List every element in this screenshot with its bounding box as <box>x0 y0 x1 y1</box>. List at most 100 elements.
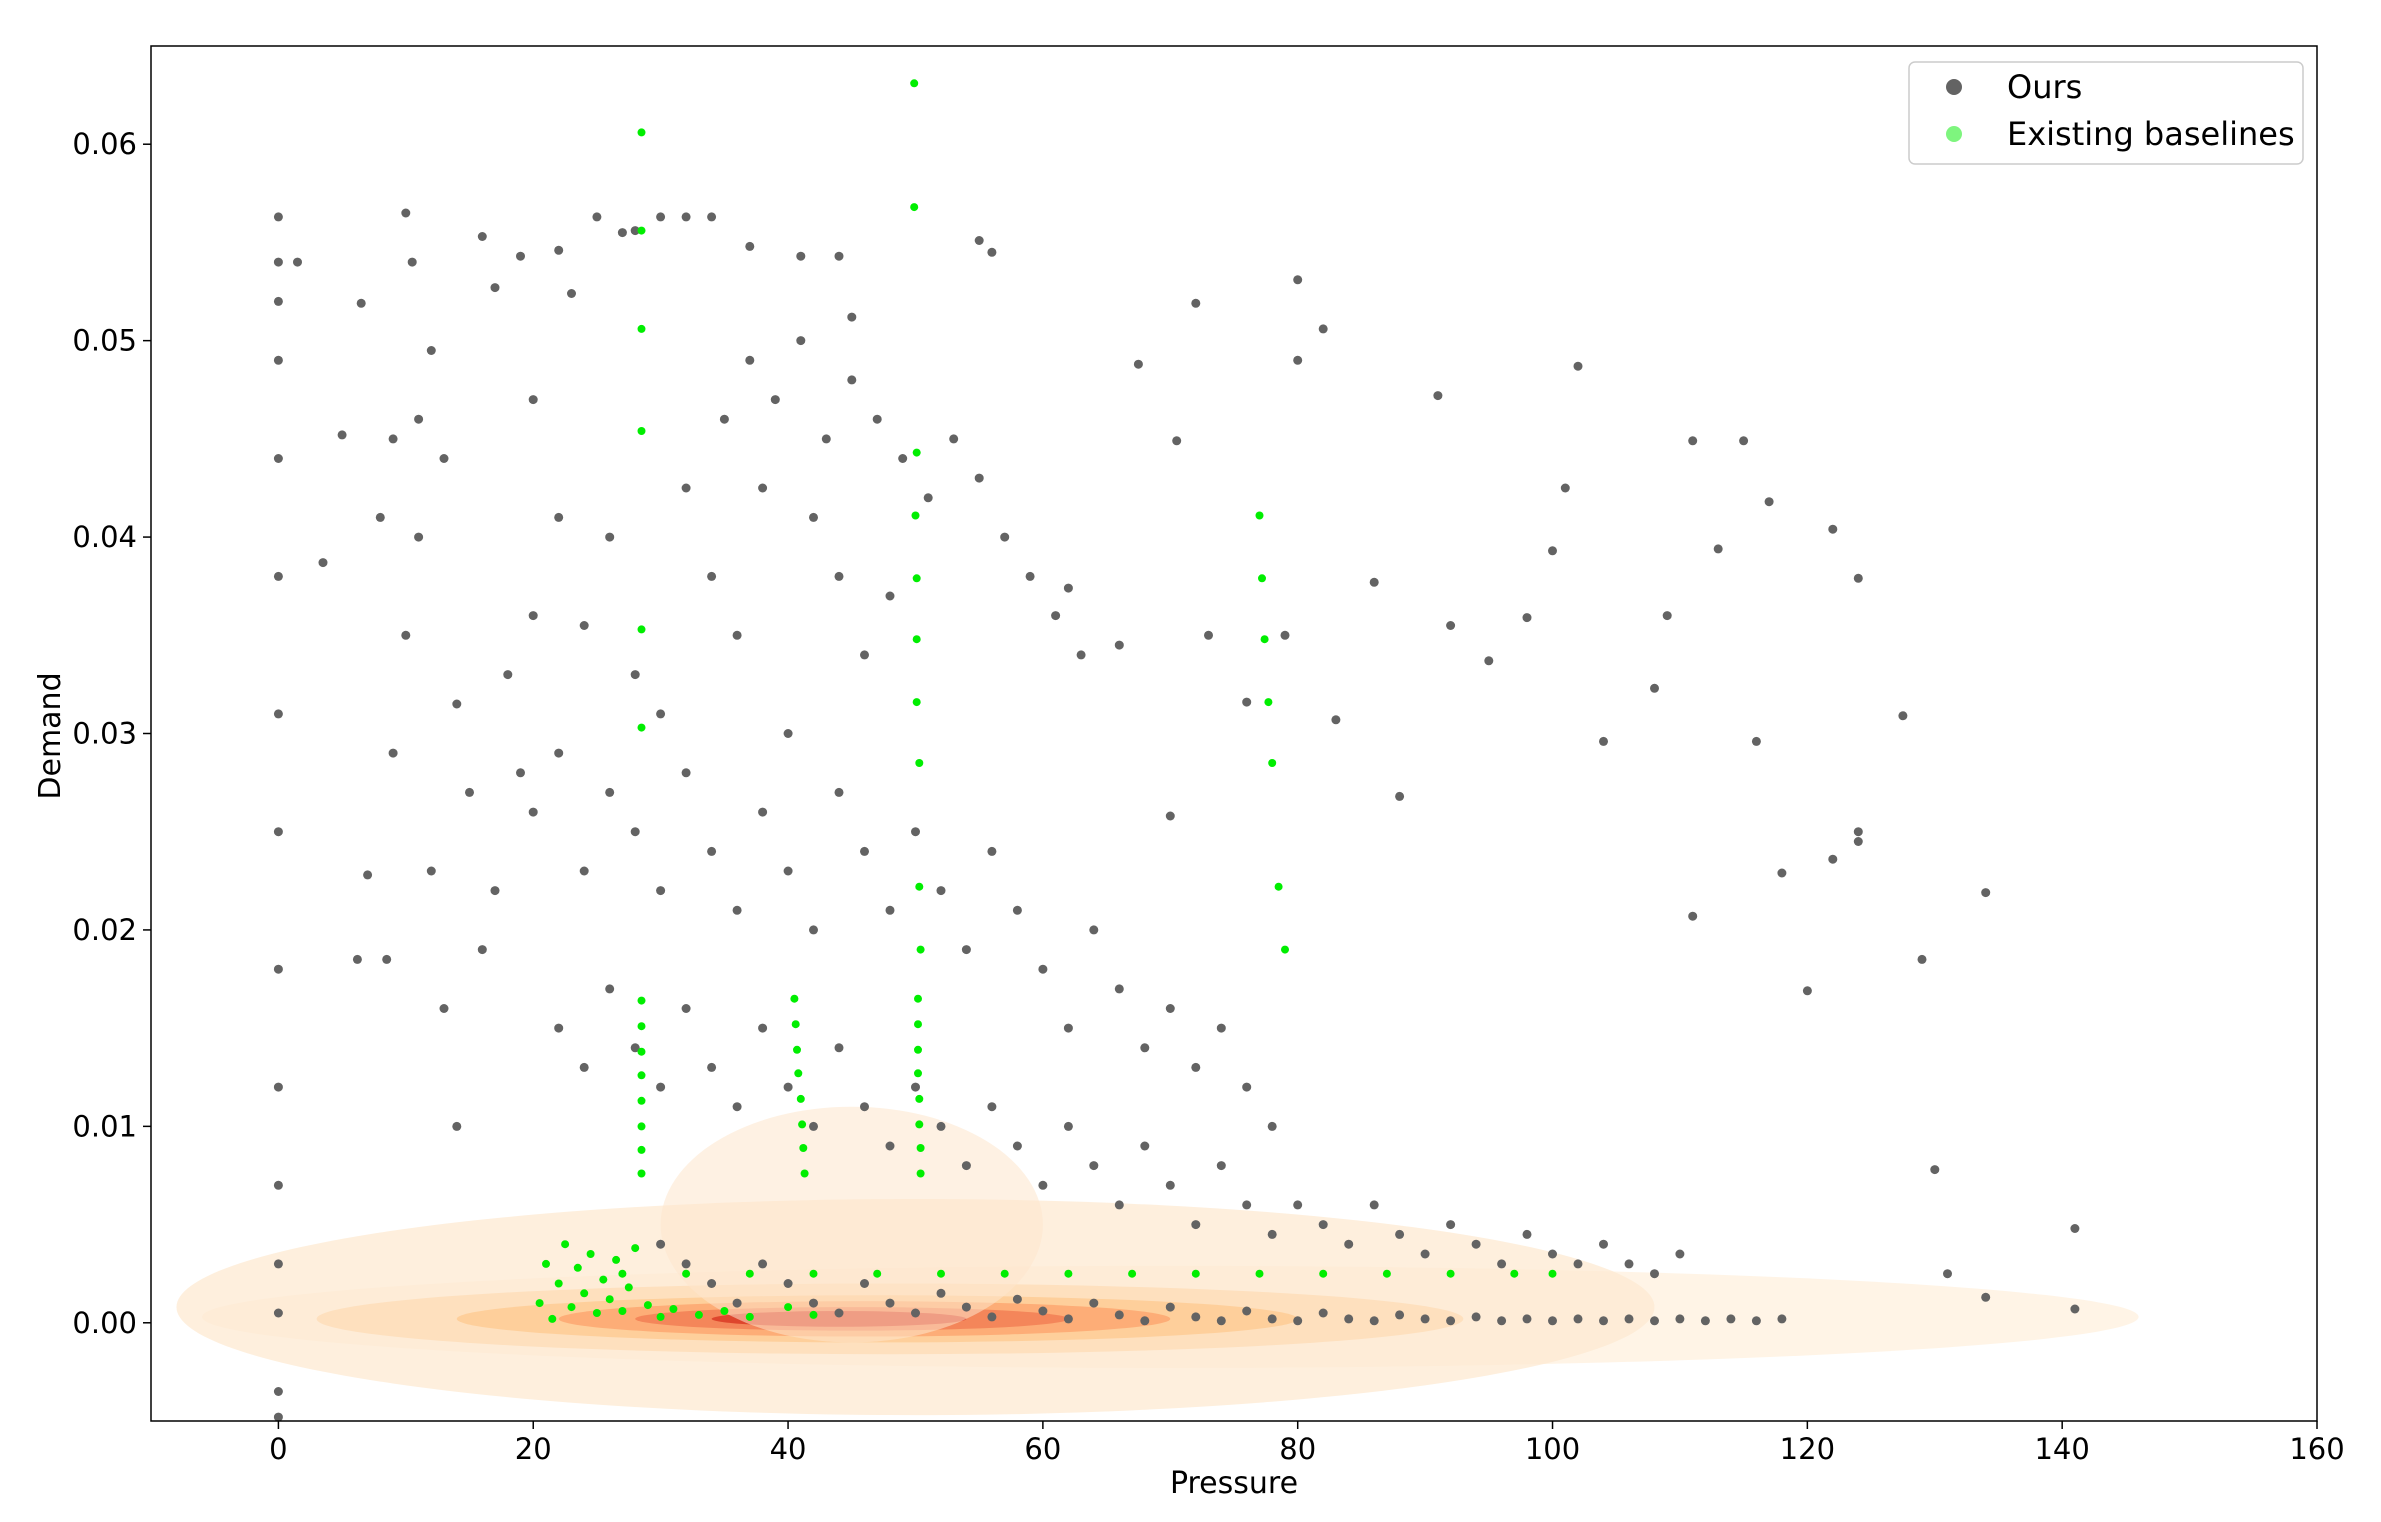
point-ours <box>911 1308 920 1318</box>
point-ours <box>758 483 768 493</box>
legend-marker-ours <box>1946 79 1962 95</box>
point-baseline <box>809 1269 818 1278</box>
point-ours <box>656 1082 666 1092</box>
point-ours <box>1267 1121 1277 1131</box>
point-ours <box>936 1121 946 1131</box>
point-baseline <box>1255 511 1264 520</box>
point-ours <box>809 1121 818 1131</box>
point-ours <box>732 1298 742 1308</box>
legend-marker-baselines <box>1946 126 1962 142</box>
point-baseline <box>637 128 646 137</box>
point-ours <box>1675 1314 1685 1324</box>
point-ours <box>1484 656 1494 666</box>
point-ours <box>1560 483 1570 493</box>
point-ours <box>758 1259 768 1269</box>
point-ours <box>273 1082 283 1092</box>
point-baseline <box>669 1305 678 1313</box>
x-tick-label: 40 <box>770 1432 807 1466</box>
point-ours <box>490 886 500 896</box>
point-baseline <box>914 1020 922 1029</box>
point-ours <box>681 212 691 222</box>
point-ours <box>1191 1220 1201 1230</box>
point-ours <box>1216 1023 1226 1033</box>
point-baseline <box>1128 1269 1137 1278</box>
density-contour <box>660 1106 1043 1343</box>
point-ours <box>1853 827 1863 837</box>
point-ours <box>1548 1316 1557 1326</box>
y-axis-label: Demand <box>33 672 68 799</box>
point-ours <box>1624 1314 1634 1324</box>
point-baseline <box>1191 1269 1200 1278</box>
x-tick-label: 100 <box>1525 1432 1580 1466</box>
point-baseline <box>637 226 646 235</box>
point-baseline <box>573 1263 582 1272</box>
point-baseline <box>745 1312 754 1321</box>
point-ours <box>273 1180 283 1190</box>
point-ours <box>356 298 366 308</box>
point-ours <box>1802 986 1812 996</box>
point-baseline <box>914 1069 922 1078</box>
point-ours <box>426 866 436 876</box>
point-baseline <box>637 1169 646 1178</box>
point-ours <box>885 1141 895 1151</box>
point-ours <box>936 1288 946 1298</box>
point-baseline <box>637 1071 646 1080</box>
y-tick-label: 0.04 <box>72 520 137 554</box>
point-baseline <box>682 1269 691 1278</box>
point-ours <box>1114 984 1124 994</box>
point-ours <box>1242 1082 1252 1092</box>
point-ours <box>1369 1200 1379 1210</box>
point-ours <box>401 208 411 218</box>
y-tick-label: 0.03 <box>72 717 137 751</box>
point-ours <box>1853 837 1863 846</box>
point-ours <box>1395 1229 1405 1239</box>
point-ours <box>834 571 844 581</box>
point-baseline <box>637 1096 646 1105</box>
point-ours <box>783 1082 793 1092</box>
point-ours <box>1063 583 1073 593</box>
point-ours <box>1981 1292 1991 1302</box>
x-tick-label: 160 <box>2289 1432 2344 1466</box>
point-ours <box>273 709 283 719</box>
point-baseline <box>1548 1269 1557 1278</box>
point-ours <box>1140 1141 1150 1151</box>
point-baseline <box>916 1169 925 1178</box>
point-ours <box>860 1279 869 1288</box>
point-ours <box>465 787 474 797</box>
point-ours <box>1191 1062 1201 1072</box>
point-ours <box>407 257 417 267</box>
y-tick-label: 0.05 <box>72 324 137 358</box>
point-baseline <box>794 1069 803 1078</box>
point-ours <box>273 571 283 581</box>
point-ours <box>1599 1239 1608 1249</box>
point-ours <box>1114 1200 1124 1210</box>
point-ours <box>809 512 818 522</box>
point-baseline <box>916 945 925 954</box>
point-ours <box>1076 650 1086 660</box>
point-ours <box>821 434 831 444</box>
point-ours <box>834 1308 844 1318</box>
point-ours <box>1573 361 1583 371</box>
point-ours <box>707 212 717 222</box>
point-baseline <box>912 698 921 707</box>
point-ours <box>439 454 449 463</box>
point-ours <box>681 768 691 778</box>
point-ours <box>961 1161 971 1171</box>
point-ours <box>592 212 602 222</box>
point-baseline <box>554 1279 563 1288</box>
point-ours <box>1216 1316 1226 1326</box>
point-ours <box>707 1062 717 1072</box>
point-ours <box>1573 1259 1583 1269</box>
point-ours <box>567 289 576 298</box>
point-ours <box>1522 1314 1532 1324</box>
point-ours <box>1114 1310 1124 1320</box>
point-ours <box>974 236 984 245</box>
series-baselines-points <box>535 79 1557 1323</box>
point-ours <box>847 312 857 322</box>
point-ours <box>554 512 564 522</box>
point-baseline <box>916 1144 925 1152</box>
point-ours <box>1522 1229 1532 1239</box>
x-tick-label: 140 <box>2034 1432 2089 1466</box>
point-ours <box>630 226 640 236</box>
